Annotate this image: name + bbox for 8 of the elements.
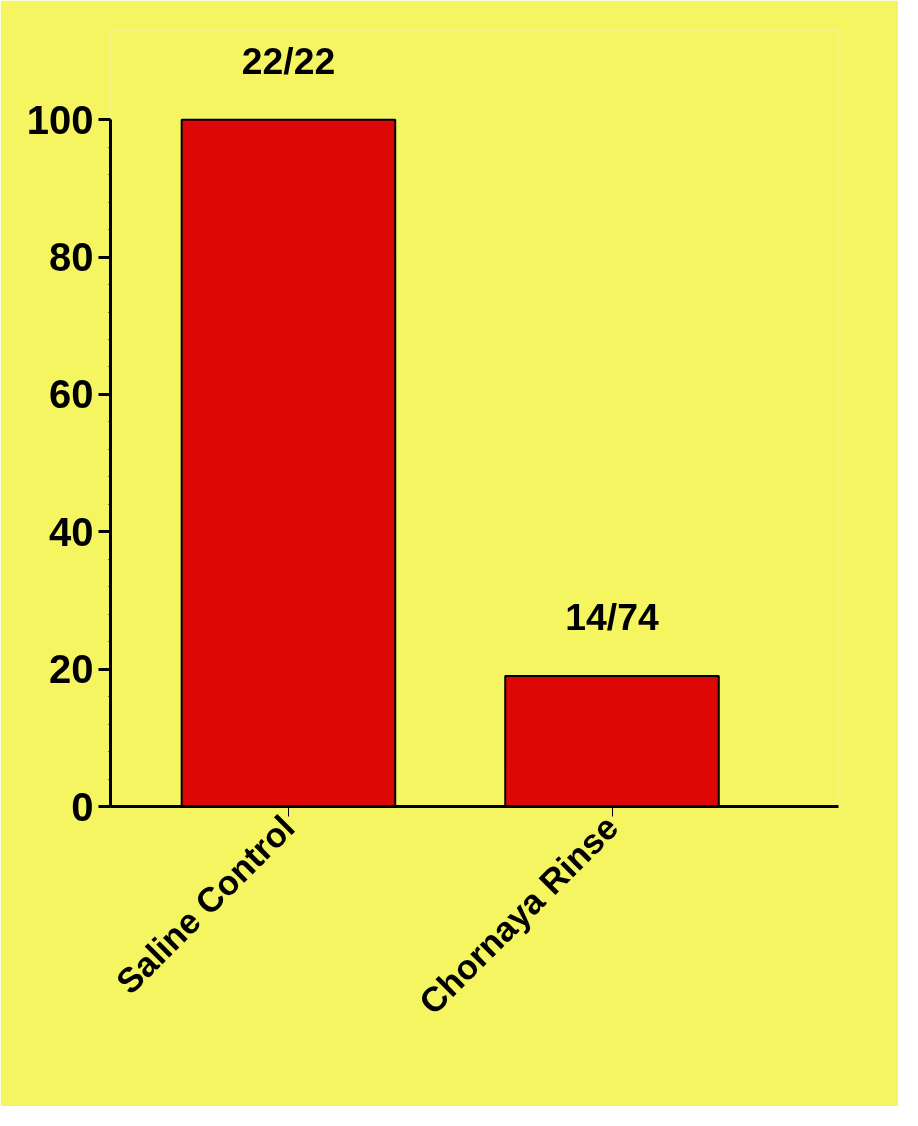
- y-tick-label: 0: [71, 784, 94, 829]
- y-tick-label: 60: [49, 372, 94, 417]
- y-tick-label: 80: [49, 235, 94, 280]
- y-tick-label: 100: [26, 97, 94, 142]
- annotation: 22/22: [241, 39, 336, 82]
- annotation: 14/74: [565, 596, 659, 639]
- y-tick-label: 40: [49, 509, 94, 554]
- y-tick-label: 20: [49, 647, 94, 692]
